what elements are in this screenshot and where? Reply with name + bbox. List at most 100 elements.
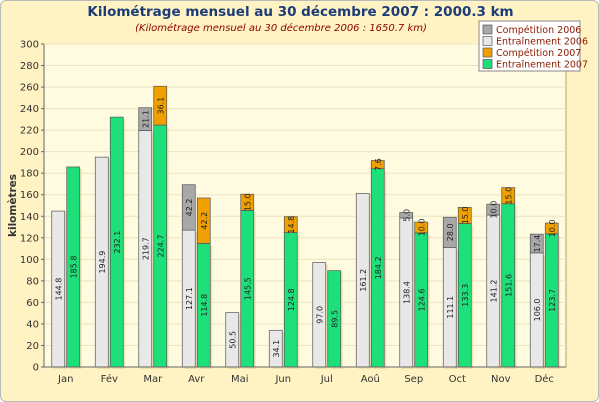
x-tick-label: Oct [449, 374, 466, 385]
x-tick-label: Sep [404, 374, 423, 385]
legend-box [478, 20, 581, 72]
y-tick-label: 160 [20, 190, 39, 201]
x-tick-label: Jul [320, 374, 333, 385]
bar-competition-2007 [283, 216, 298, 233]
month-group: 127.1 42.2 114.8 42.2 [181, 184, 213, 369]
bar-label-competition-2006: 10.0 [489, 201, 498, 219]
bar-label-entrainement-2006: 194.9 [98, 251, 107, 274]
month-group: 97.0 89.5 [312, 262, 343, 369]
bar-label-entrainement-2007: 124.8 [287, 288, 296, 311]
x-tick-label: Aoû [361, 373, 380, 385]
legend-swatch [482, 47, 493, 58]
month-group: 144.8 185.8 [51, 166, 82, 369]
bars: 144.8 185.8 194.9 232.1 219.7 21.1 224.7 36.1 12… [51, 85, 561, 369]
bar-label-entrainement-2006: 219.7 [141, 237, 150, 260]
legend-swatch [482, 59, 493, 69]
y-axis-ticks: 0 20 40 60 80 100 120 140 160 180 200 220 240 260 280 3… [20, 40, 44, 374]
bar-competition-2006 [486, 203, 501, 216]
bar-competition-2007 [414, 221, 429, 234]
y-tick-label: 80 [26, 276, 39, 287]
y-tick-label: 0 [33, 363, 39, 374]
bar-label-competition-2006: 42.2 [185, 199, 194, 217]
bar-label-entrainement-2006: 127.1 [185, 287, 194, 310]
y-tick-label: 100 [20, 255, 39, 266]
y-axis-label: kilomètres [7, 174, 19, 237]
month-group: 219.7 21.1 224.7 36.1 [138, 85, 169, 369]
bar-competition-2006 [181, 184, 196, 231]
y-tick-label: 180 [20, 169, 39, 180]
bar-label-entrainement-2007: 232.1 [113, 231, 122, 254]
bar-competition-2007 [457, 206, 472, 224]
bar-competition-2006 [138, 107, 153, 131]
bar-label-entrainement-2006: 161.2 [359, 269, 368, 292]
x-tick-label: Jun [274, 374, 291, 385]
month-group: 111.1 28.0 133.3 15.0 [442, 206, 474, 369]
bar-label-entrainement-2007: 123.7 [548, 289, 557, 312]
bar-label-entrainement-2007: 133.3 [461, 284, 470, 307]
x-tick-label: Mar [143, 374, 163, 385]
bar-label-entrainement-2007: 185.8 [69, 256, 78, 279]
x-tick-label: Mai [231, 374, 249, 385]
bar-competition-2007 [544, 222, 559, 235]
x-tick-label: Nov [491, 374, 511, 385]
bar-label-competition-2007: 42.2 [200, 212, 209, 230]
bar-label-entrainement-2006: 34.1 [272, 340, 281, 358]
bar-label-competition-2007: 7.6 [374, 158, 383, 171]
bar-label-competition-2006: 28.0 [446, 223, 455, 241]
legend-swatch [482, 24, 493, 35]
bar-label-entrainement-2006: 141.2 [489, 280, 498, 303]
bar-label-entrainement-2007: 114.8 [200, 294, 209, 317]
y-tick-label: 20 [26, 341, 39, 352]
bar-label-entrainement-2007: 224.7 [156, 235, 165, 258]
bar-label-entrainement-2007: 151.6 [504, 274, 513, 297]
month-group: 194.9 232.1 [94, 116, 126, 369]
bar-competition-2006 [399, 212, 414, 219]
y-tick-label: 240 [20, 104, 39, 115]
bar-label-entrainement-2006: 97.0 [315, 306, 324, 324]
month-group: 138.4 5.0 124.6 10.0 [399, 209, 430, 369]
plot-area [43, 43, 567, 368]
bar-competition-2007 [501, 187, 516, 205]
bar-label-competition-2006: 17.4 [533, 235, 542, 253]
bar-label-competition-2007: 10.0 [548, 220, 557, 238]
y-tick-label: 220 [20, 126, 39, 137]
x-tick-label: Déc [535, 373, 554, 385]
y-tick-label: 260 [20, 83, 39, 94]
legend-entry-label: Compétition 2006 [496, 25, 581, 36]
bar-label-competition-2006: 21.1 [141, 110, 150, 128]
y-tick-label: 300 [20, 40, 39, 51]
chart-subtitle: (Kilométrage mensuel au 30 décembre 2006… [135, 23, 427, 34]
bar-competition-2006 [442, 216, 457, 248]
bar-competition-2007 [240, 193, 255, 211]
legend-entry-label: Entraînement 2007 [496, 60, 588, 71]
bar-label-entrainement-2006: 50.5 [228, 331, 237, 349]
bar-competition-2006 [529, 233, 544, 254]
x-tick-label: Fév [101, 373, 118, 385]
bar-label-entrainement-2006: 144.8 [54, 278, 63, 301]
y-tick-label: 200 [20, 147, 39, 158]
x-axis-ticks: Jan Fév Mar Avr Mai Jun Jul Aoû Sep Oct Nov Déc [43, 44, 566, 385]
month-group: 106.0 17.4 123.7 10.0 [529, 220, 561, 369]
x-tick-label: Jan [57, 374, 73, 385]
month-group: 50.5 145.5 15.0 [225, 193, 256, 369]
x-tick-label: Avr [188, 374, 205, 385]
bar-label-entrainement-2007: 145.5 [243, 277, 252, 300]
month-group: 34.1 124.8 14.8 [268, 216, 300, 369]
bar-competition-2007 [196, 197, 211, 244]
bar-competition-2007 [370, 160, 385, 170]
bar-label-competition-2006: 5.0 [402, 209, 411, 222]
bar-label-entrainement-2007: 184.2 [374, 256, 383, 279]
bar-label-competition-2007: 15.0 [461, 206, 470, 224]
legend-entry-label: Entraînement 2006 [496, 37, 588, 48]
bar-label-competition-2007: 10.0 [417, 219, 426, 237]
legend-entry-label: Compétition 2007 [496, 48, 581, 59]
bar-label-entrainement-2007: 124.6 [417, 288, 426, 311]
bar-label-entrainement-2006: 106.0 [533, 298, 542, 321]
y-tick-label: 120 [20, 233, 39, 244]
bar-label-entrainement-2006: 111.1 [446, 296, 455, 319]
bar-label-entrainement-2006: 138.4 [402, 281, 411, 304]
month-group: 141.2 10.0 151.6 15.0 [486, 187, 517, 369]
legend-swatch [482, 36, 493, 46]
